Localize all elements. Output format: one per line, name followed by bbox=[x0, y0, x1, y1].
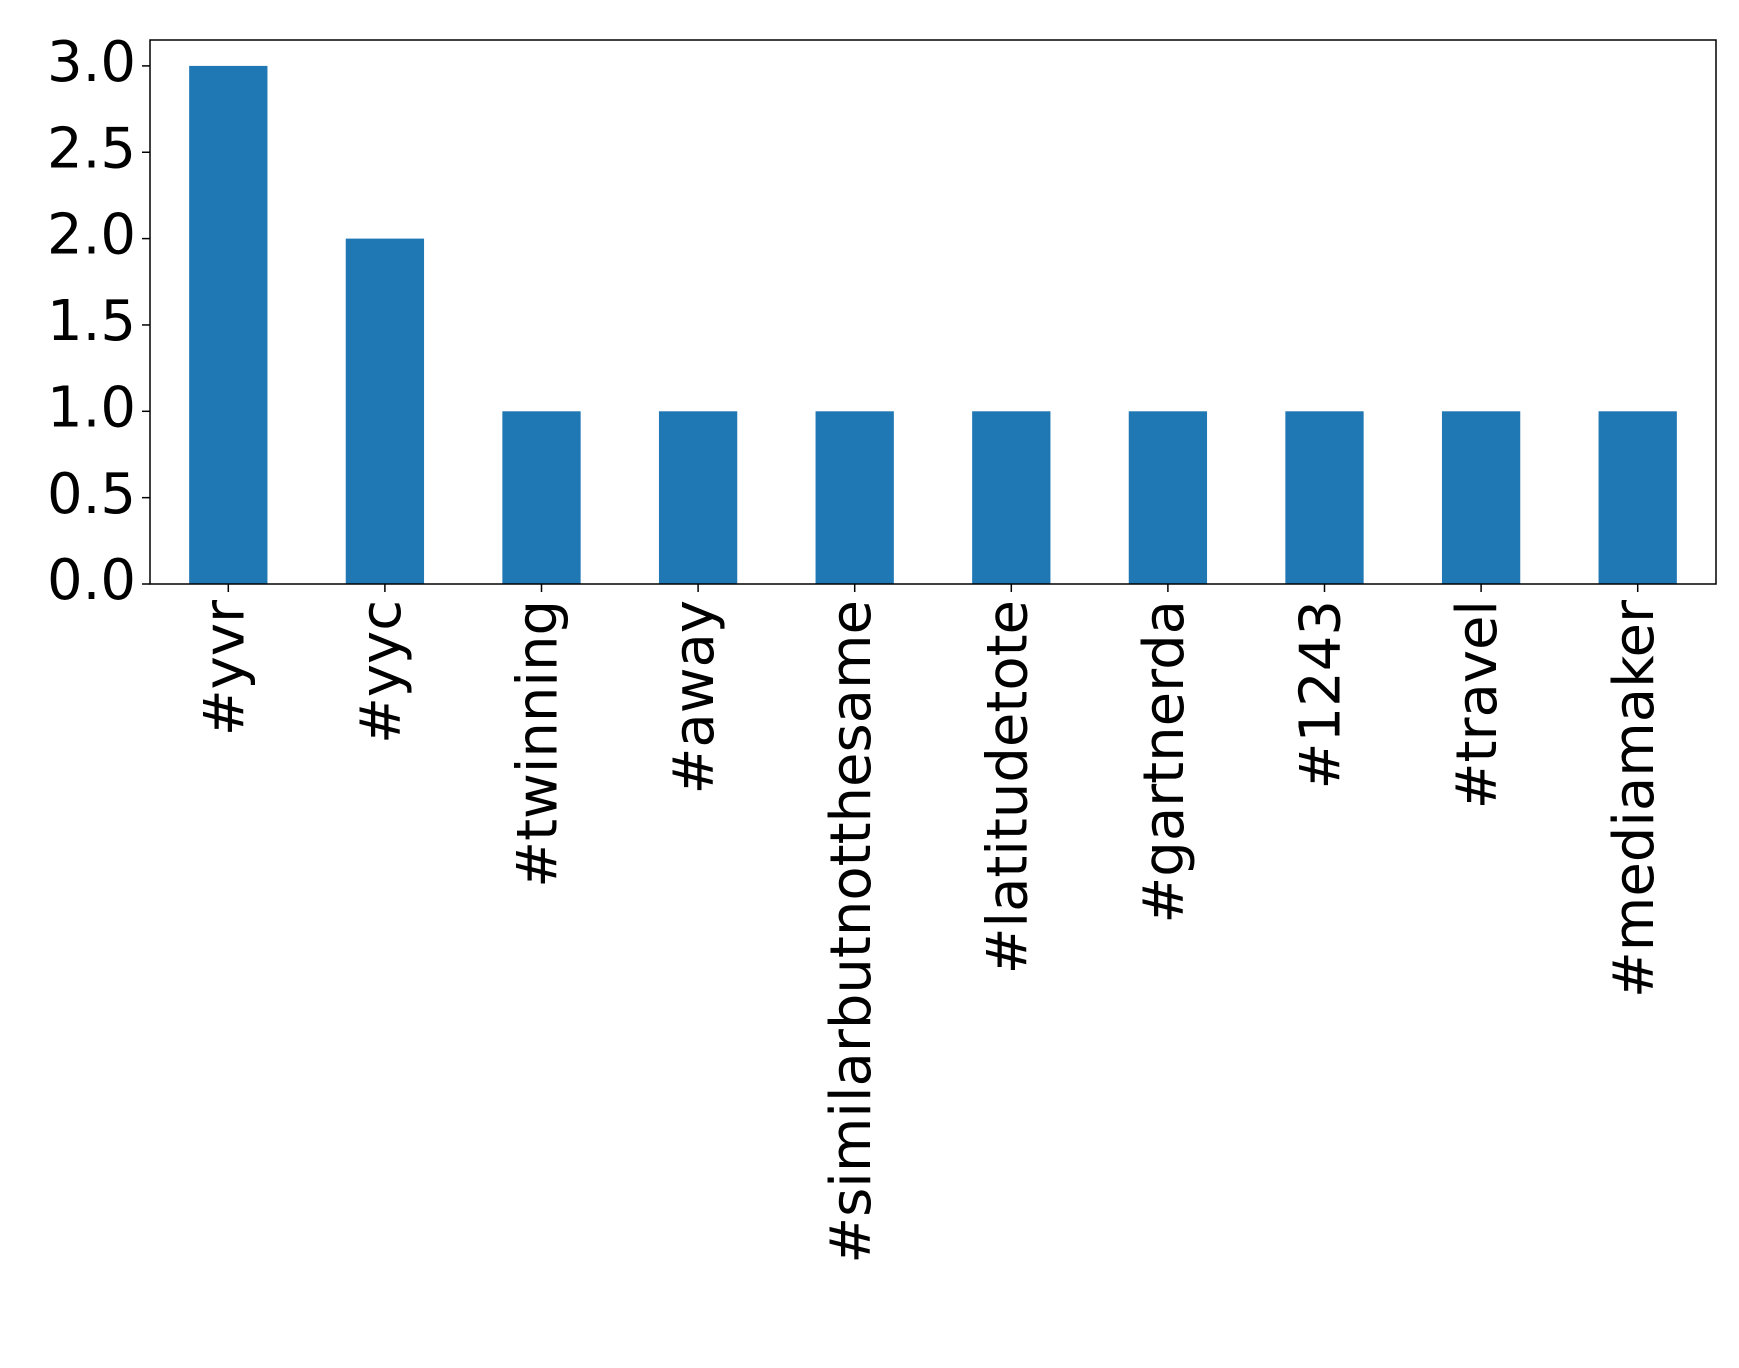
x-tick-label: #travel bbox=[1445, 600, 1510, 809]
x-tick-label: #similarbutnotthesame bbox=[819, 600, 884, 1264]
bar bbox=[1598, 411, 1677, 584]
y-tick-label: 2.0 bbox=[47, 203, 136, 268]
x-tick-label: #latitudetote bbox=[975, 600, 1040, 974]
bar bbox=[345, 238, 425, 584]
bar bbox=[815, 411, 894, 584]
x-tick-label: #twinning bbox=[506, 600, 571, 888]
x-tick-label: #yvr bbox=[192, 599, 257, 736]
x-tick-label: #gartnerda bbox=[1132, 600, 1197, 924]
y-tick-label: 0.5 bbox=[47, 462, 136, 527]
bar bbox=[658, 411, 738, 584]
bar bbox=[1128, 411, 1208, 584]
y-tick-label: 2.5 bbox=[47, 116, 136, 181]
bar bbox=[1285, 411, 1364, 584]
y-tick-label: 0.0 bbox=[47, 548, 136, 613]
x-tick-label: #1243 bbox=[1289, 600, 1354, 789]
y-tick-label: 1.0 bbox=[47, 375, 136, 440]
x-tick-label: #mediamaker bbox=[1602, 599, 1667, 998]
x-tick-label: #away bbox=[662, 600, 727, 795]
bar bbox=[502, 411, 581, 584]
y-tick-label: 3.0 bbox=[47, 30, 136, 95]
bar bbox=[189, 65, 268, 584]
y-tick-label: 1.5 bbox=[47, 289, 136, 354]
plot-frame bbox=[149, 39, 1717, 585]
bar bbox=[1441, 411, 1521, 584]
bar bbox=[972, 411, 1051, 584]
x-tick-label: #yyc bbox=[349, 600, 414, 744]
